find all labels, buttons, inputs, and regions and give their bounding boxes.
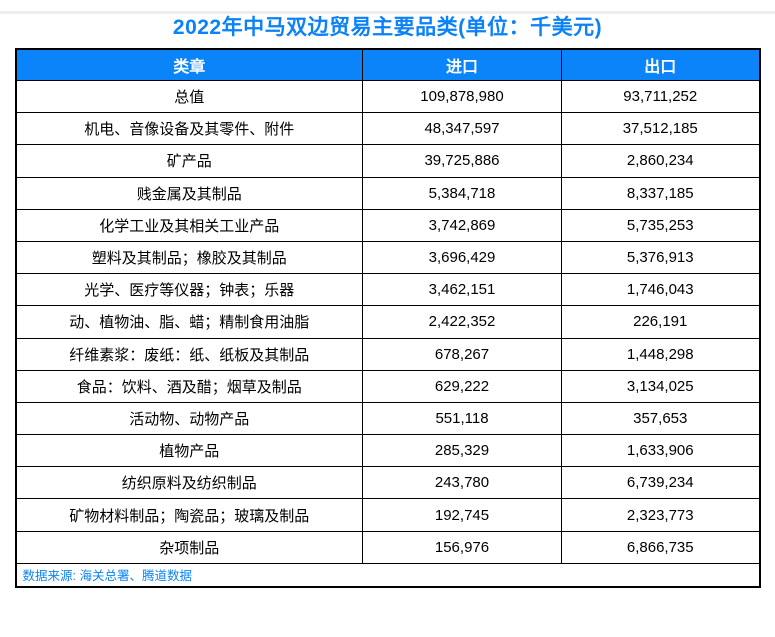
import-value-cell: 2,422,352	[362, 305, 562, 339]
column-header-import: 进口	[362, 48, 562, 81]
table-row: 植物产品 285,329 1,633,906	[15, 434, 760, 468]
column-header-category: 类章	[15, 48, 363, 81]
category-cell: 化学工业及其相关工业产品	[15, 208, 363, 242]
export-value-cell: 2,860,234	[561, 144, 760, 178]
table-row: 机电、音像设备及其零件、附件 48,347,597 37,512,185	[15, 112, 760, 146]
export-value-cell: 6,866,735	[561, 530, 760, 564]
import-value-cell: 629,222	[362, 369, 562, 403]
import-value-cell: 109,878,980	[362, 79, 562, 114]
export-value-cell: 226,191	[561, 305, 760, 339]
category-cell: 矿产品	[15, 144, 363, 178]
category-cell: 动、植物油、脂、蜡；精制食用油脂	[15, 305, 363, 339]
import-value-cell: 285,329	[362, 434, 562, 468]
page-title: 2022年中马双边贸易主要品类(单位：千美元)	[172, 16, 603, 39]
table-row: 纺织原料及纺织制品 243,780 6,739,234	[15, 466, 760, 500]
import-value-cell: 48,347,597	[362, 112, 562, 146]
import-value-cell: 39,725,886	[362, 144, 562, 178]
export-value-cell: 5,376,913	[561, 240, 760, 275]
table-row: 总值 109,878,980 93,711,252	[15, 79, 760, 114]
export-value-cell: 37,512,185	[561, 112, 760, 146]
import-value-cell: 678,267	[362, 337, 562, 371]
category-cell: 食品：饮料、酒及醋；烟草及制品	[15, 369, 363, 403]
category-cell: 活动物、动物产品	[15, 401, 363, 436]
import-value-cell: 3,696,429	[362, 240, 562, 275]
column-header-export: 出口	[561, 48, 760, 81]
category-cell: 纺织原料及纺织制品	[15, 466, 363, 500]
import-value-cell: 551,118	[362, 401, 562, 436]
table-body: 总值 109,878,980 93,711,252 机电、音像设备及其零件、附件 48,…	[15, 79, 760, 564]
table-header: 类章 进口 出口	[15, 48, 760, 81]
category-cell: 矿物材料制品；陶瓷品；玻璃及制品	[15, 498, 363, 532]
export-value-cell: 1,448,298	[561, 337, 760, 371]
table-row: 杂项制品 156,976 6,866,735	[15, 530, 760, 564]
table-row: 食品：饮料、酒及醋；烟草及制品 629,222 3,134,025	[15, 369, 760, 403]
import-value-cell: 3,742,869	[362, 208, 562, 242]
export-value-cell: 2,323,773	[561, 498, 760, 532]
table-row: 矿物材料制品；陶瓷品；玻璃及制品 192,745 2,323,773	[15, 498, 760, 532]
header-row: 类章 进口 出口	[15, 48, 760, 81]
category-cell: 植物产品	[15, 434, 363, 468]
category-cell: 总值	[15, 79, 363, 114]
export-value-cell: 1,746,043	[561, 273, 760, 307]
category-cell: 纤维素浆：废纸：纸、纸板及其制品	[15, 337, 363, 371]
category-cell: 塑料及其制品；橡胶及其制品	[15, 240, 363, 275]
import-value-cell: 243,780	[362, 466, 562, 500]
export-value-cell: 1,633,906	[561, 434, 760, 468]
import-value-cell: 192,745	[362, 498, 562, 532]
source-row: 数据来源: 海关总署、腾道数据	[15, 562, 760, 588]
import-value-cell: 3,462,151	[362, 273, 562, 307]
window-top-edge	[0, 11, 775, 14]
category-cell: 机电、音像设备及其零件、附件	[15, 112, 363, 146]
trade-table: 类章 进口 出口 总值 109,878,980 93,711,252 机电、音像设备及…	[14, 48, 761, 588]
table-row: 贱金属及其制品 5,384,718 8,337,185	[15, 176, 760, 210]
table-row: 矿产品 39,725,886 2,860,234	[15, 144, 760, 178]
table-row: 塑料及其制品；橡胶及其制品 3,696,429 5,376,913	[15, 240, 760, 275]
table-footer: 数据来源: 海关总署、腾道数据	[15, 562, 760, 588]
export-value-cell: 6,739,234	[561, 466, 760, 500]
import-value-cell: 156,976	[362, 530, 562, 564]
export-value-cell: 93,711,252	[561, 79, 760, 114]
category-cell: 贱金属及其制品	[15, 176, 363, 210]
table-row: 纤维素浆：废纸：纸、纸板及其制品 678,267 1,448,298	[15, 337, 760, 371]
export-value-cell: 8,337,185	[561, 176, 760, 210]
table-row: 动、植物油、脂、蜡；精制食用油脂 2,422,352 226,191	[15, 305, 760, 339]
export-value-cell: 3,134,025	[561, 369, 760, 403]
table-row: 化学工业及其相关工业产品 3,742,869 5,735,253	[15, 208, 760, 242]
data-source-note: 数据来源: 海关总署、腾道数据	[15, 562, 760, 588]
export-value-cell: 357,653	[561, 401, 760, 436]
table-row: 活动物、动物产品 551,118 357,653	[15, 401, 760, 436]
export-value-cell: 5,735,253	[561, 208, 760, 242]
import-value-cell: 5,384,718	[362, 176, 562, 210]
table-row: 光学、医疗等仪器；钟表；乐器 3,462,151 1,746,043	[15, 273, 760, 307]
category-cell: 光学、医疗等仪器；钟表；乐器	[15, 273, 363, 307]
category-cell: 杂项制品	[15, 530, 363, 564]
